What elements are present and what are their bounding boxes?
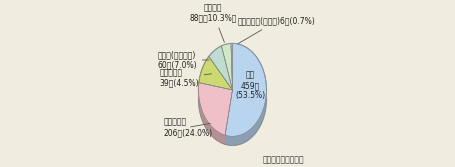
Polygon shape: [198, 83, 225, 144]
Polygon shape: [225, 44, 266, 145]
Polygon shape: [222, 44, 231, 55]
Polygon shape: [231, 44, 233, 53]
Text: 職場関係者
39件(4.5%): 職場関係者 39件(4.5%): [159, 68, 212, 88]
Polygon shape: [209, 46, 233, 90]
Polygon shape: [225, 44, 266, 136]
Text: その他(面識あり)
60件(7.0%): その他(面識あり) 60件(7.0%): [157, 50, 209, 70]
Polygon shape: [198, 83, 233, 135]
Polygon shape: [199, 57, 233, 90]
Text: 親族
459件
(53.5%): 親族 459件 (53.5%): [235, 70, 265, 100]
Text: 注：解決事件を除く: 注：解決事件を除く: [263, 156, 304, 165]
Polygon shape: [209, 46, 222, 66]
Text: 被害者なし(予備罪)6件(0.7%): 被害者なし(予備罪)6件(0.7%): [238, 17, 316, 44]
Polygon shape: [231, 44, 233, 90]
Text: 知人・友人
206件(24.0%): 知人・友人 206件(24.0%): [163, 118, 212, 137]
Polygon shape: [199, 57, 209, 92]
Text: 面識なし
88件（10.3%）: 面識なし 88件（10.3%）: [189, 3, 237, 42]
Polygon shape: [222, 44, 233, 90]
